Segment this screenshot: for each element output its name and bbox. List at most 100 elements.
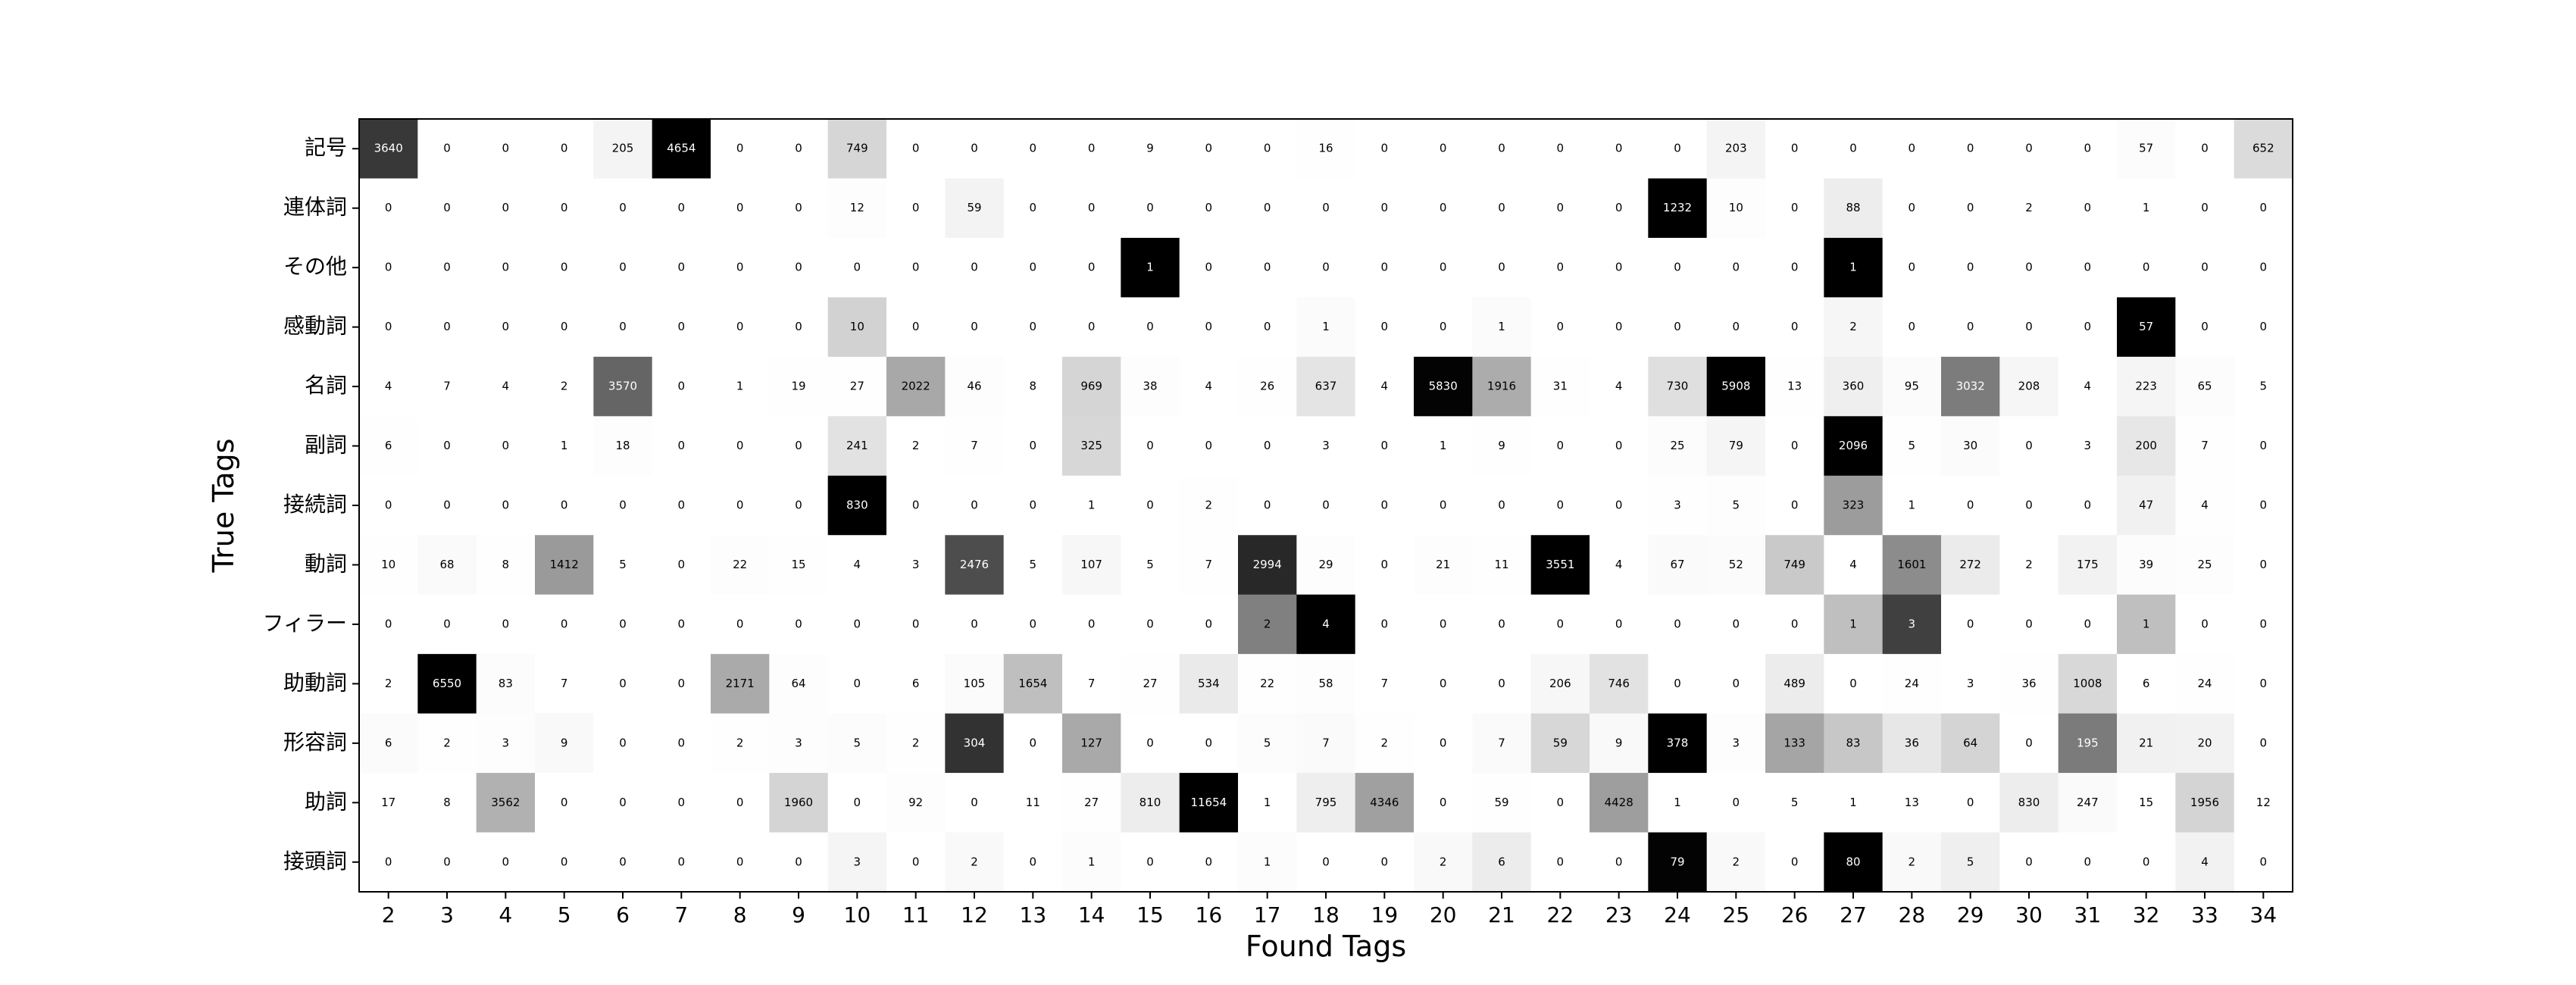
cell-value-label: 0	[795, 142, 802, 155]
cell-value-label: 4	[854, 558, 861, 571]
heatmap-cell	[1003, 654, 1063, 715]
heatmap-cell	[1121, 416, 1180, 477]
x-tick-label: 4	[499, 902, 512, 927]
heatmap-cell	[359, 654, 418, 715]
cell-value-label: 0	[2084, 261, 2092, 274]
heatmap-cell	[2234, 475, 2293, 536]
cell-value-label: 0	[795, 617, 802, 630]
heatmap-cell	[1238, 237, 1297, 298]
heatmap-cell	[2117, 237, 2176, 298]
x-tick-label: 24	[1664, 902, 1691, 927]
heatmap-cell	[1121, 594, 1180, 655]
cell-value-label: 1	[1264, 855, 1271, 868]
cell-value-label: 0	[1440, 736, 1447, 749]
heatmap-cell	[1648, 594, 1708, 655]
heatmap-cell	[769, 535, 829, 596]
cell-value-label: 0	[443, 261, 451, 274]
cell-value-label: 0	[619, 617, 627, 630]
heatmap-cell	[1590, 832, 1649, 893]
heatmap-cell	[535, 475, 594, 536]
cell-value-label: 3	[1967, 677, 1974, 690]
heatmap-cell	[1590, 119, 1649, 180]
heatmap-cell	[1414, 356, 1473, 417]
heatmap-cell	[1296, 535, 1356, 596]
cell-value-label: 7	[1322, 736, 1330, 749]
heatmap-cell	[1648, 773, 1708, 833]
cell-value-label: 304	[964, 736, 986, 749]
heatmap-cell	[945, 237, 1005, 298]
heatmap-cell	[1824, 535, 1884, 596]
heatmap-cell	[1414, 535, 1473, 596]
cell-value-label: 0	[1264, 261, 1271, 274]
heatmap-cell	[2234, 713, 2293, 774]
cell-value-label: 0	[2025, 142, 2033, 155]
cell-value-label: 0	[1381, 617, 1389, 630]
cell-value-label: 2	[1381, 736, 1389, 749]
cell-value-label: 0	[1440, 320, 1447, 333]
cell-value-label: 19	[791, 380, 805, 393]
cell-value-label: 0	[502, 617, 510, 630]
heatmap-cell	[593, 773, 653, 833]
cell-value-label: 0	[678, 558, 686, 571]
heatmap-cell	[652, 356, 711, 417]
cell-value-label: 0	[678, 499, 686, 512]
cell-value-label: 4428	[1605, 796, 1633, 809]
heatmap-cell	[1941, 356, 2000, 417]
heatmap-cell	[2117, 654, 2176, 715]
x-tick-label: 10	[844, 902, 871, 927]
cell-value-label: 12	[850, 201, 864, 214]
heatmap-cell	[1003, 832, 1063, 893]
cell-value-label: 0	[1967, 142, 1974, 155]
heatmap-cell	[1179, 178, 1239, 239]
cell-value-label: 0	[2260, 499, 2268, 512]
y-tick-label: 副詞	[305, 433, 347, 458]
heatmap-cell	[535, 535, 594, 596]
cell-value-label: 0	[1615, 320, 1623, 333]
cell-value-label: 5	[1967, 855, 1974, 868]
cell-value-label: 0	[1205, 439, 1213, 452]
cell-value-label: 5	[854, 736, 861, 749]
heatmap-cell	[1999, 297, 2059, 358]
cell-value-label: 0	[854, 617, 861, 630]
heatmap-cell	[2234, 178, 2293, 239]
cell-value-label: 1	[2143, 201, 2150, 214]
heatmap-cell	[1590, 416, 1649, 477]
cell-value-label: 59	[1494, 796, 1508, 809]
cell-value-label: 0	[1088, 142, 1096, 155]
heatmap-cell	[535, 713, 594, 774]
cell-value-label: 0	[2201, 320, 2209, 333]
cell-value-label: 5	[1030, 558, 1037, 571]
heatmap-cell	[1999, 773, 2059, 833]
heatmap-cell	[1355, 237, 1415, 298]
heatmap-cell	[1648, 535, 1708, 596]
cell-value-label: 25	[1670, 439, 1684, 452]
heatmap-cell	[1179, 237, 1239, 298]
x-tick-label: 11	[902, 902, 930, 927]
cell-value-label: 0	[678, 677, 686, 690]
heatmap-cell	[1296, 594, 1356, 655]
heatmap-cell	[2117, 832, 2176, 893]
heatmap-cell	[2058, 475, 2118, 536]
heatmap-cell	[769, 297, 829, 358]
cell-value-label: 1	[736, 380, 744, 393]
cell-value-label: 0	[971, 261, 978, 274]
cell-value-label: 83	[1846, 736, 1860, 749]
x-tick-label: 25	[1723, 902, 1750, 927]
heatmap-cell	[2175, 416, 2235, 477]
cell-value-label: 0	[1791, 201, 1799, 214]
heatmap-cell	[652, 297, 711, 358]
cell-value-label: 746	[1608, 677, 1630, 690]
heatmap-cell	[1530, 773, 1590, 833]
heatmap-cell	[711, 475, 770, 536]
heatmap-cell	[886, 297, 946, 358]
cell-value-label: 0	[2084, 617, 2092, 630]
heatmap-cell	[1590, 654, 1649, 715]
heatmap-cell	[1296, 297, 1356, 358]
cell-value-label: 5908	[1721, 380, 1750, 393]
cell-value-label: 200	[2135, 439, 2157, 452]
y-tick-label: 助動詞	[283, 670, 347, 695]
heatmap-cell	[1765, 475, 1824, 536]
cell-value-label: 1654	[1018, 677, 1047, 690]
heatmap-cell	[1121, 832, 1180, 893]
heatmap-cell	[1003, 237, 1063, 298]
